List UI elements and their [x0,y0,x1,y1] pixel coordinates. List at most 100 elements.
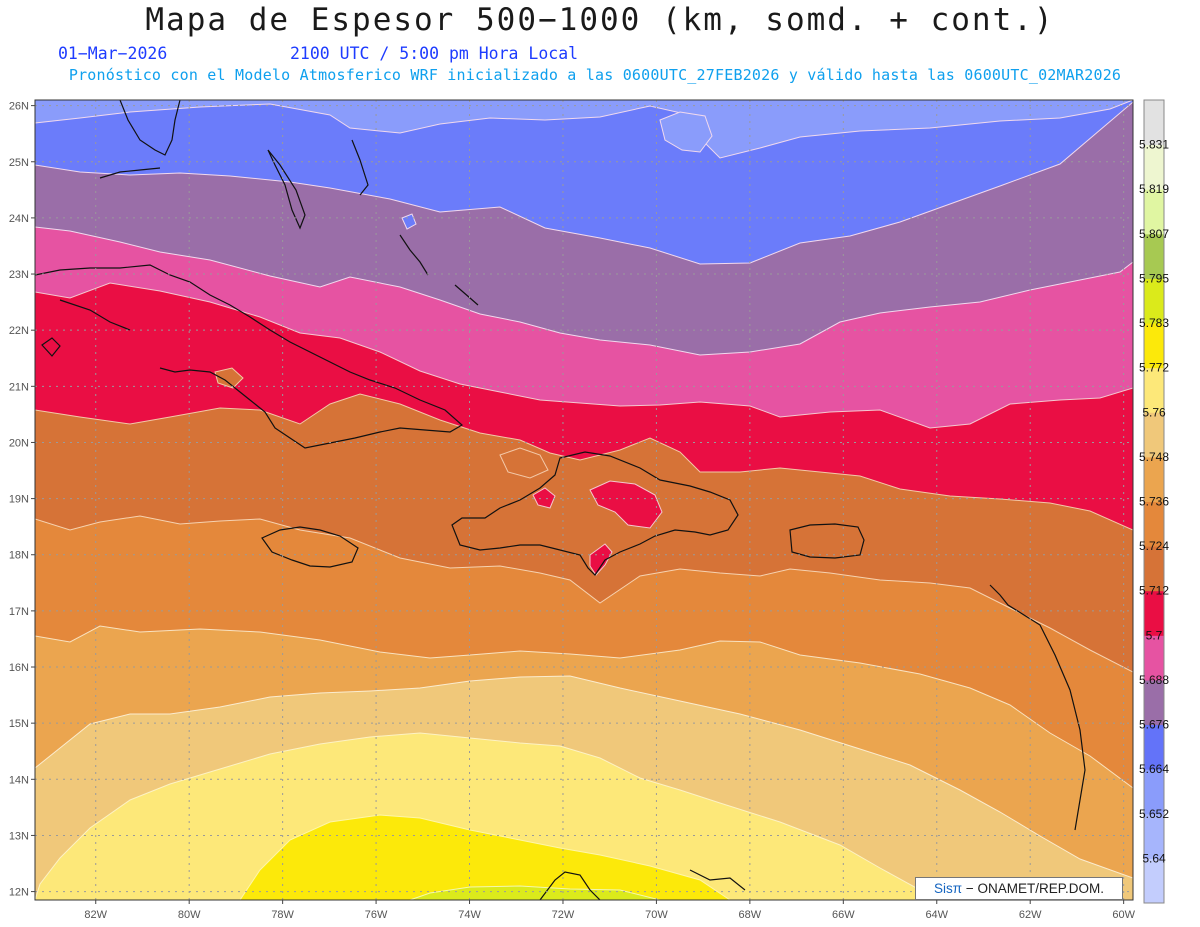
lon-tick-label: 80W [178,909,201,921]
colorbar-label: 5.676 [1139,718,1169,732]
red-patch-haiti-west [532,487,556,509]
colorbar-label: 5.736 [1139,495,1169,509]
model-info: Pronóstico con el Modelo Atmosferico WRF… [68,66,1122,84]
lat-tick-label: 20N [9,437,29,449]
colorbar-swatch [1144,367,1164,413]
lon-tick-label: 82W [84,909,107,921]
colorbar-label: 5.795 [1139,271,1169,285]
lon-tick-label: 78W [271,909,294,921]
lat-tick-label: 17N [9,606,29,618]
lon-tick-label: 66W [832,909,855,921]
coast-lesser-antilles [989,584,1086,831]
colorbar-swatch [1144,590,1164,636]
lat-tick-label: 19N [9,494,29,506]
map-gridlines [35,100,1133,900]
colorbar-swatch [1144,769,1164,815]
coast-venezuela [539,871,601,900]
thickness-band-5795 [409,885,661,900]
coast-bahamas-1 [267,149,306,230]
colorbar-swatch [1144,456,1164,502]
colorbar-swatch [1144,635,1164,681]
lat-tick-label: 22N [9,325,29,337]
colorbar-swatch [1144,724,1164,770]
lat-tick-label: 16N [9,662,29,674]
colorbar-swatch [1144,100,1164,146]
colorbar-swatch [1144,233,1164,279]
coast-isle-of-youth [41,337,61,357]
axis-tick-labels: 82W 80W 78W 76W 74W 72W 70W 68W 66W 64W 62W 60W 12N 1… [9,101,1136,921]
colorbar-label: 5.819 [1139,182,1169,196]
coast-hispaniola [451,451,739,576]
colorbar-swatch [1144,679,1164,726]
coast-puerto-rico [789,523,865,559]
colorbar-swatch [1144,858,1164,904]
credit-dash: − [962,881,978,896]
colorbar-frame [1143,99,1165,904]
coast-bahamas-2 [351,139,369,196]
colorbar-label: 5.831 [1139,138,1169,152]
colorbar-swatch [1144,189,1164,235]
lon-tick-label: 76W [365,909,388,921]
colorbar-label: 5.783 [1139,316,1169,330]
lon-tick-label: 60W [1112,909,1135,921]
coast-cuba-south [59,299,131,331]
colorbar-label: 5.712 [1139,584,1169,598]
colorbar-label: 5.64 [1142,851,1166,865]
coast-cuba [35,264,464,449]
forecast-date: 01−Mar−2026 [58,44,168,63]
coastlines [35,100,1086,900]
orange-patch-cuba [214,367,244,389]
colorbar-label: 5.688 [1139,673,1169,687]
lat-tick-label: 23N [9,269,29,281]
coast-venezuela-east [689,869,746,891]
lat-tick-label: 21N [9,381,29,393]
page-title: Mapa de Espesor 500−1000 (km, somd. + co… [145,2,1055,38]
lon-tick-label: 74W [458,909,481,921]
orange-patch-cuba-east [499,447,549,479]
colorbar-swatch [1144,813,1164,859]
colorbar-label: 5.772 [1139,361,1169,375]
coast-bahamas-3 [399,234,429,276]
credit-box: Sisπ − ONAMET/REP.DOM. [915,877,1123,900]
lon-tick-label: 62W [1019,909,1042,921]
map-plot-area [35,100,1133,900]
lat-tick-label: 13N [9,830,29,842]
colorbar-label: 5.748 [1139,450,1169,464]
lat-tick-label: 24N [9,213,29,225]
red-patch-south-hispaniola [589,543,613,576]
colorbar-label: 5.664 [1139,762,1169,776]
colorbar-swatch [1144,323,1164,369]
coast-jamaica [261,526,359,568]
light-patch-north [659,111,713,153]
colorbar-label: 5.807 [1139,227,1169,241]
lon-tick-label: 70W [645,909,668,921]
colorbar-label: 5.724 [1139,539,1169,553]
credit-brand: Sisπ [934,881,963,896]
lat-tick-label: 18N [9,550,29,562]
coast-florida-keys [99,167,161,179]
colorbar-swatch [1144,144,1164,190]
blue-patch-bahamas [401,213,417,230]
lat-tick-label: 26N [9,101,29,113]
thickness-band-5772 [35,732,941,900]
colorbar-label: 5.76 [1142,405,1166,419]
lat-tick-label: 15N [9,718,29,730]
coast-florida [119,100,181,156]
lon-tick-label: 64W [925,909,948,921]
lon-tick-label: 68W [739,909,762,921]
colorbar-label: 5.7 [1146,628,1163,642]
lat-tick-label: 12N [9,887,29,899]
thickness-band-5783 [239,814,731,900]
lat-tick-label: 25N [9,157,29,169]
map-frame [34,99,1134,901]
lon-tick-label: 72W [552,909,575,921]
colorbar-swatch [1144,501,1164,547]
colorbar: 5.64 5.652 5.664 5.676 5.688 5.7 5.712 5.724 5.7… [1139,99,1169,904]
colorbar-swatch [1144,546,1164,592]
colorbar-swatch [1144,278,1164,324]
forecast-time: 2100 UTC / 5:00 pm Hora Local [290,44,579,63]
credit-org: ONAMET/REP.DOM. [977,881,1104,896]
lat-tick-label: 14N [9,774,29,786]
colorbar-label: 5.652 [1139,807,1169,821]
